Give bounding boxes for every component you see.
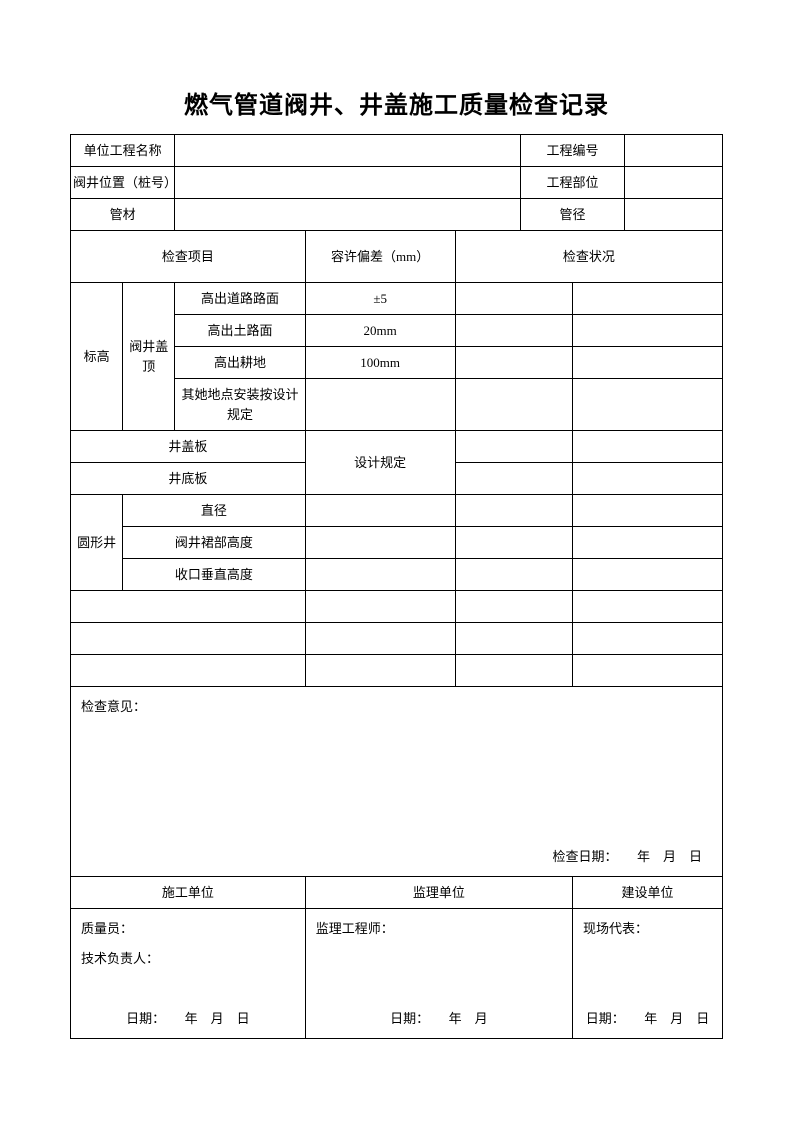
blank-s2-1 — [455, 623, 572, 655]
status-5-1 — [455, 431, 572, 463]
status-4-1 — [455, 379, 572, 431]
construction-date: 日期： 年 月 日 — [81, 1009, 295, 1029]
above-dirt-label: 高出土路面 — [175, 315, 305, 347]
blank-item-2 — [71, 623, 306, 655]
tol-diameter — [305, 495, 455, 527]
blank-item-3 — [71, 655, 306, 687]
valve-cover-top-label: 阀井盖顶 — [123, 283, 175, 431]
supervision-engineer-label: 监理工程师： — [316, 919, 562, 939]
project-part-label: 工程部位 — [520, 167, 624, 199]
closing-height-label: 收口垂直高度 — [123, 559, 306, 591]
bottom-plate-label: 井底板 — [71, 463, 306, 495]
status-1-1 — [455, 283, 572, 315]
build-sig-cell: 现场代表： 日期： 年 月 日 — [572, 909, 722, 1039]
tol-pm5: ±5 — [305, 283, 455, 315]
blank-s1-1 — [455, 591, 572, 623]
blank-tol-1 — [305, 591, 455, 623]
blank-s2-2 — [572, 623, 722, 655]
construction-sig-cell: 质量员： 技术负责人： 日期： 年 月 日 — [71, 909, 306, 1039]
unit-project-label: 单位工程名称 — [71, 135, 175, 167]
design-req-label: 设计规定 — [305, 431, 455, 495]
pipe-diameter-value — [625, 199, 723, 231]
blank-s1-2 — [572, 591, 722, 623]
tol-other — [305, 379, 455, 431]
diameter-label: 直径 — [123, 495, 306, 527]
skirt-height-label: 阀井裙部高度 — [123, 527, 306, 559]
site-rep-label: 现场代表： — [583, 919, 712, 939]
unit-project-value — [175, 135, 521, 167]
status-2-2 — [572, 315, 722, 347]
build-unit-label: 建设单位 — [572, 877, 722, 909]
supervision-sig-cell: 监理工程师： 日期： 年 月 — [305, 909, 572, 1039]
blank-s3-2 — [572, 655, 722, 687]
pipe-material-value — [175, 199, 521, 231]
pipe-material-label: 管材 — [71, 199, 175, 231]
valve-location-label: 阀井位置（桩号） — [71, 167, 175, 199]
supervision-date: 日期： 年 月 — [316, 1009, 562, 1029]
quality-officer-label: 质量员： — [81, 919, 295, 939]
valve-location-value — [175, 167, 521, 199]
status-7-1 — [455, 495, 572, 527]
tol-skirt — [305, 527, 455, 559]
opinion-label: 检查意见： — [81, 699, 146, 714]
project-part-value — [625, 167, 723, 199]
blank-s3-1 — [455, 655, 572, 687]
opinion-cell: 检查意见： 检查日期： 年 月 日 — [71, 687, 723, 877]
status-5-2 — [572, 431, 722, 463]
pipe-diameter-label: 管径 — [520, 199, 624, 231]
status-9-2 — [572, 559, 722, 591]
status-2-1 — [455, 315, 572, 347]
page-title: 燃气管道阀井、井盖施工质量检查记录 — [70, 85, 723, 120]
project-no-label: 工程编号 — [520, 135, 624, 167]
tol-closing — [305, 559, 455, 591]
status-8-1 — [455, 527, 572, 559]
cover-plate-label: 井盖板 — [71, 431, 306, 463]
blank-item-1 — [71, 591, 306, 623]
col-tolerance: 容许偏差（mm） — [305, 231, 455, 283]
above-road-label: 高出道路路面 — [175, 283, 305, 315]
blank-tol-3 — [305, 655, 455, 687]
status-7-2 — [572, 495, 722, 527]
build-date: 日期： 年 月 日 — [583, 1009, 712, 1029]
status-3-1 — [455, 347, 572, 379]
project-no-value — [625, 135, 723, 167]
col-inspection-item: 检查项目 — [71, 231, 306, 283]
tol-100: 100mm — [305, 347, 455, 379]
status-3-2 — [572, 347, 722, 379]
tol-20: 20mm — [305, 315, 455, 347]
record-table: 单位工程名称 工程编号 阀井位置（桩号） 工程部位 管材 管径 检查项目 容许偏… — [70, 134, 723, 1039]
elevation-label: 标高 — [71, 283, 123, 431]
status-6-1 — [455, 463, 572, 495]
status-9-1 — [455, 559, 572, 591]
supervision-unit-label: 监理单位 — [305, 877, 572, 909]
status-6-2 — [572, 463, 722, 495]
blank-tol-2 — [305, 623, 455, 655]
tech-lead-label: 技术负责人： — [81, 949, 295, 969]
status-1-2 — [572, 283, 722, 315]
inspection-date: 检查日期： 年 月 日 — [552, 847, 702, 867]
construction-unit-label: 施工单位 — [71, 877, 306, 909]
status-8-2 — [572, 527, 722, 559]
round-well-label: 圆形井 — [71, 495, 123, 591]
above-farm-label: 高出耕地 — [175, 347, 305, 379]
status-4-2 — [572, 379, 722, 431]
other-install-label: 其她地点安装按设计规定 — [175, 379, 305, 431]
col-status: 检查状况 — [455, 231, 722, 283]
